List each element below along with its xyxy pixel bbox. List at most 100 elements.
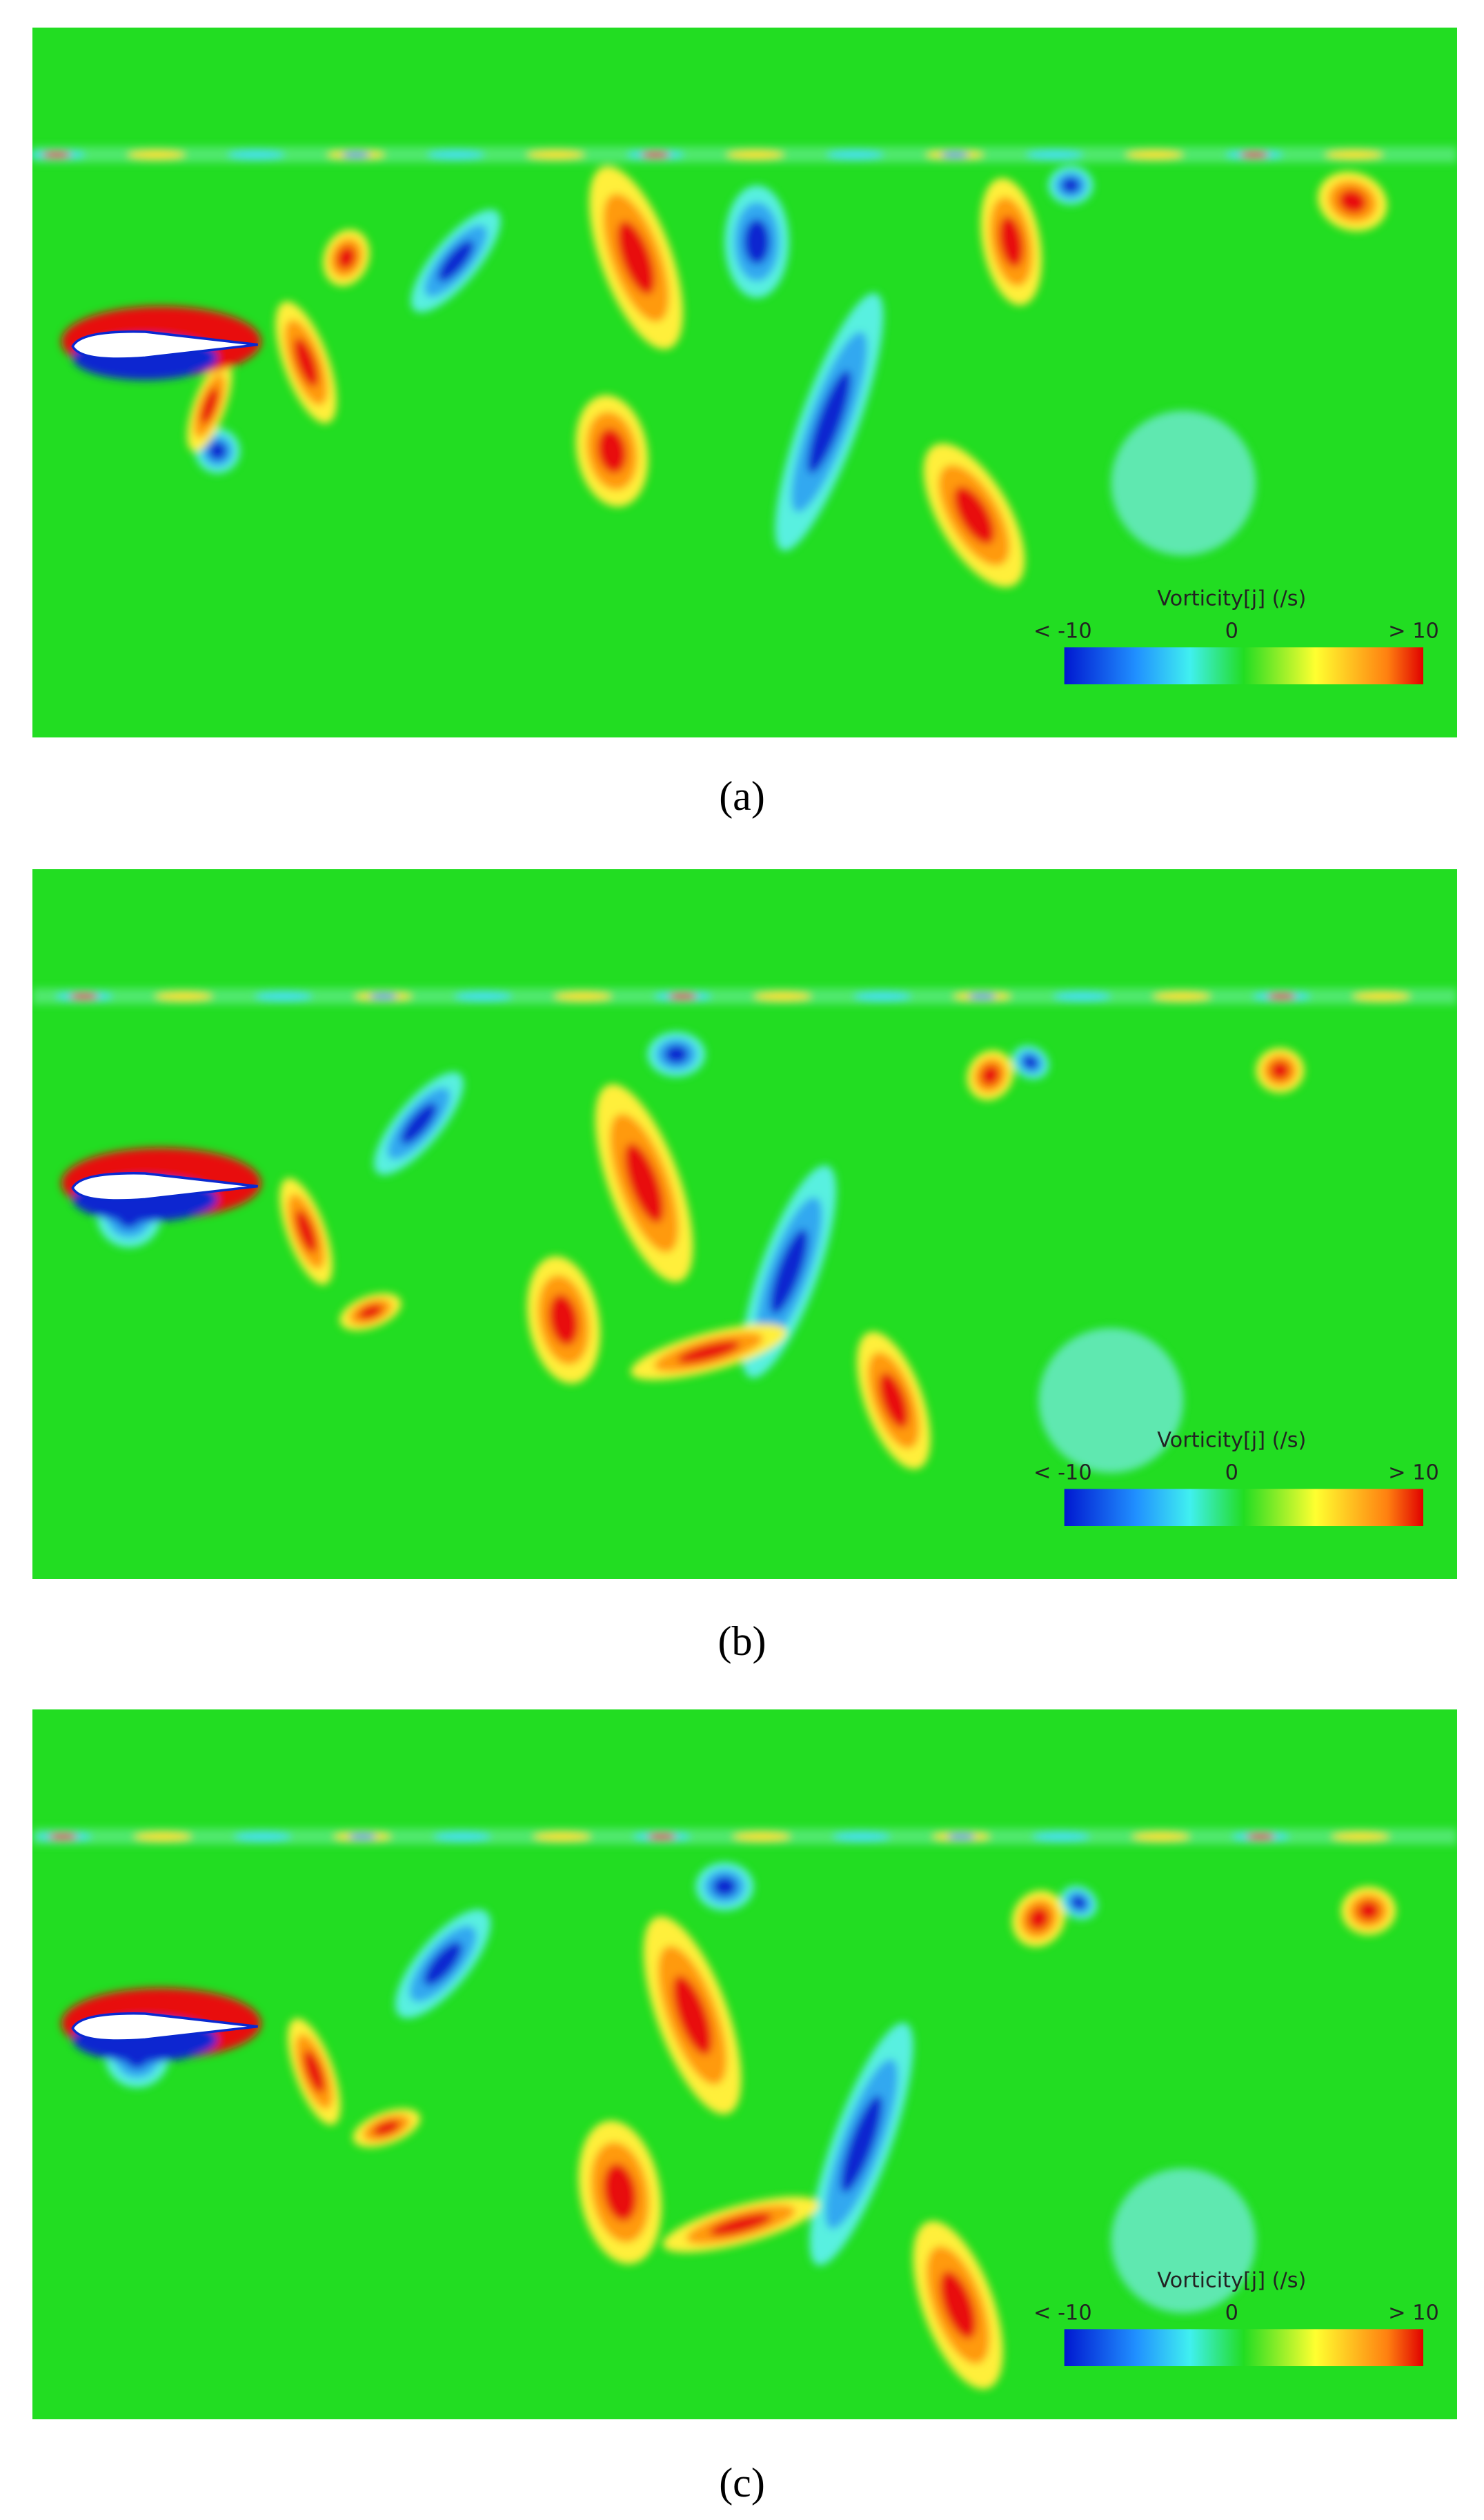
vortex (1061, 177, 1080, 193)
surface-streak (1352, 991, 1411, 1002)
surface-streak (433, 1832, 491, 1842)
vortex (603, 2163, 637, 2221)
background (32, 869, 1457, 1579)
vortex (677, 1340, 740, 1364)
surface-streak (947, 1833, 976, 1840)
flow-field (32, 1828, 1457, 2390)
vortex (709, 2213, 772, 2236)
vortex (293, 337, 319, 387)
vortex (998, 216, 1024, 268)
airfoil (71, 2012, 258, 2042)
vortex (673, 1975, 713, 2055)
vortex (1357, 1901, 1380, 1921)
surface-streak (1325, 150, 1383, 160)
airfoil (71, 1172, 258, 1202)
vortex (878, 1373, 909, 1428)
surface-streak (940, 151, 969, 158)
vortex (303, 2050, 325, 2093)
vortex (200, 387, 219, 424)
vortex (1022, 1055, 1038, 1069)
surface-streak (1332, 1832, 1389, 1842)
vortex (1111, 2168, 1256, 2313)
vortex (980, 1065, 1000, 1086)
vortex (548, 1294, 579, 1346)
vortex (437, 240, 474, 282)
surface-streak (753, 991, 812, 1002)
legend-mid: 0 (1225, 2301, 1238, 2325)
surface-streak (1240, 151, 1269, 158)
surface-streak (155, 991, 213, 1002)
colorbar (1064, 1489, 1423, 1526)
surface-streak (69, 993, 99, 1000)
vortex (373, 2120, 400, 2136)
vortex (940, 2271, 976, 2339)
surface-streak (1025, 150, 1084, 160)
vortex (400, 1102, 437, 1144)
surface-streak (127, 150, 186, 160)
surface-streak (348, 1833, 377, 1840)
vortex (840, 2095, 882, 2193)
surface-streak (255, 991, 313, 1002)
surface-streak (1267, 993, 1296, 1000)
colorbar (1064, 2329, 1423, 2366)
surface-streak (668, 993, 698, 1000)
vorticity-panel: Vorticity[j] (/s) < -10 0 > 10 (32, 1709, 1457, 2419)
surface-streak (454, 991, 513, 1002)
surface-streak (368, 993, 398, 1000)
colorbar (1064, 647, 1423, 684)
surface-streak (342, 151, 370, 158)
vortex (337, 246, 356, 270)
surface-streak (1053, 991, 1111, 1002)
legend-min: < -10 (1033, 2301, 1092, 2325)
surface-streak (733, 1832, 791, 1842)
vortex (1027, 1907, 1049, 1930)
vortex (713, 1876, 737, 1896)
vortex (424, 1942, 462, 1986)
caption: (c) (719, 2460, 765, 2506)
vortex (358, 1304, 383, 1320)
legend-min: < -10 (1033, 619, 1092, 643)
surface-streak (533, 1832, 591, 1842)
surface-streak (826, 150, 884, 160)
vortex (617, 221, 655, 295)
vortex (1111, 410, 1256, 556)
vortex (295, 1210, 317, 1253)
vortex (807, 370, 851, 474)
vortex (1038, 1328, 1184, 1473)
surface-streak (1125, 150, 1184, 160)
legend-min: < -10 (1033, 1460, 1092, 1485)
surface-streak (726, 150, 784, 160)
surface-streak (1032, 1832, 1090, 1842)
surface-streak (1246, 1833, 1276, 1840)
flow-field (32, 988, 1457, 1473)
legend-max: > 10 (1388, 2301, 1439, 2325)
surface-streak (1131, 1832, 1190, 1842)
vortex (1071, 1896, 1087, 1909)
surface-streak (832, 1832, 891, 1842)
vortex (1270, 1061, 1290, 1080)
flow-field (32, 146, 1457, 588)
surface-streak (1153, 991, 1211, 1002)
vortex (597, 428, 627, 474)
vorticity-panel: Vorticity[j] (/s) < -10 0 > 10 (32, 28, 1457, 737)
surface-streak (647, 1833, 677, 1840)
vortex (953, 486, 995, 544)
surface-streak (48, 1833, 78, 1840)
legend-max: > 10 (1388, 1460, 1439, 1485)
legend-max: > 10 (1388, 619, 1439, 643)
vortex (664, 1045, 689, 1064)
surface-band (32, 988, 1457, 1004)
surface-streak (641, 151, 670, 158)
surface-streak (853, 991, 911, 1002)
legend-title: Vorticity[j] (/s) (1157, 1429, 1306, 1453)
surface-streak (526, 150, 585, 160)
surface-streak (227, 150, 286, 160)
surface-streak (554, 991, 612, 1002)
vorticity-panel: Vorticity[j] (/s) < -10 0 > 10 (32, 869, 1457, 1579)
surface-streak (967, 993, 997, 1000)
vortex (1338, 189, 1367, 214)
surface-streak (233, 1832, 292, 1842)
caption: (b) (718, 1618, 766, 1664)
background (32, 1709, 1457, 2419)
